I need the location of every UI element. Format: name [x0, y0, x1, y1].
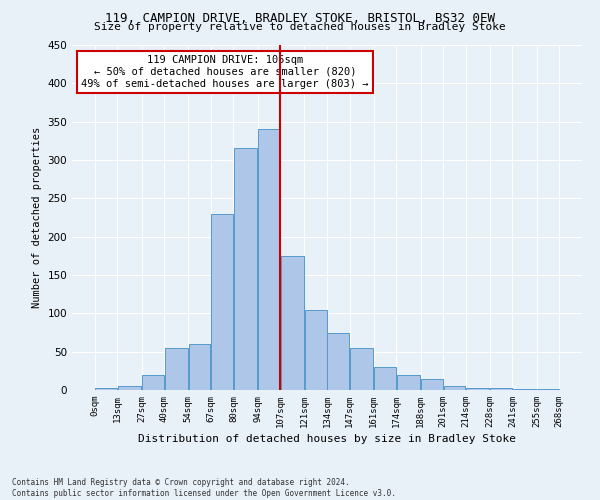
Bar: [234, 148, 257, 390]
Bar: [466, 388, 490, 390]
Bar: [443, 386, 465, 390]
Bar: [490, 388, 512, 390]
Bar: [118, 386, 141, 390]
Bar: [421, 378, 443, 390]
Bar: [350, 348, 373, 390]
Text: Contains HM Land Registry data © Crown copyright and database right 2024.
Contai: Contains HM Land Registry data © Crown c…: [12, 478, 396, 498]
Bar: [258, 130, 280, 390]
Y-axis label: Number of detached properties: Number of detached properties: [32, 127, 42, 308]
Bar: [142, 374, 164, 390]
Text: 119, CAMPION DRIVE, BRADLEY STOKE, BRISTOL, BS32 0EW: 119, CAMPION DRIVE, BRADLEY STOKE, BRIST…: [105, 12, 495, 26]
Bar: [95, 388, 117, 390]
Bar: [537, 389, 559, 390]
Bar: [305, 310, 326, 390]
Bar: [211, 214, 233, 390]
Bar: [513, 389, 536, 390]
Bar: [397, 374, 420, 390]
Text: Size of property relative to detached houses in Bradley Stoke: Size of property relative to detached ho…: [94, 22, 506, 32]
Bar: [281, 256, 304, 390]
Bar: [189, 344, 211, 390]
Text: 119 CAMPION DRIVE: 105sqm
← 50% of detached houses are smaller (820)
49% of semi: 119 CAMPION DRIVE: 105sqm ← 50% of detac…: [81, 56, 369, 88]
Bar: [328, 332, 349, 390]
Bar: [374, 367, 396, 390]
Bar: [164, 348, 188, 390]
X-axis label: Distribution of detached houses by size in Bradley Stoke: Distribution of detached houses by size …: [138, 434, 516, 444]
